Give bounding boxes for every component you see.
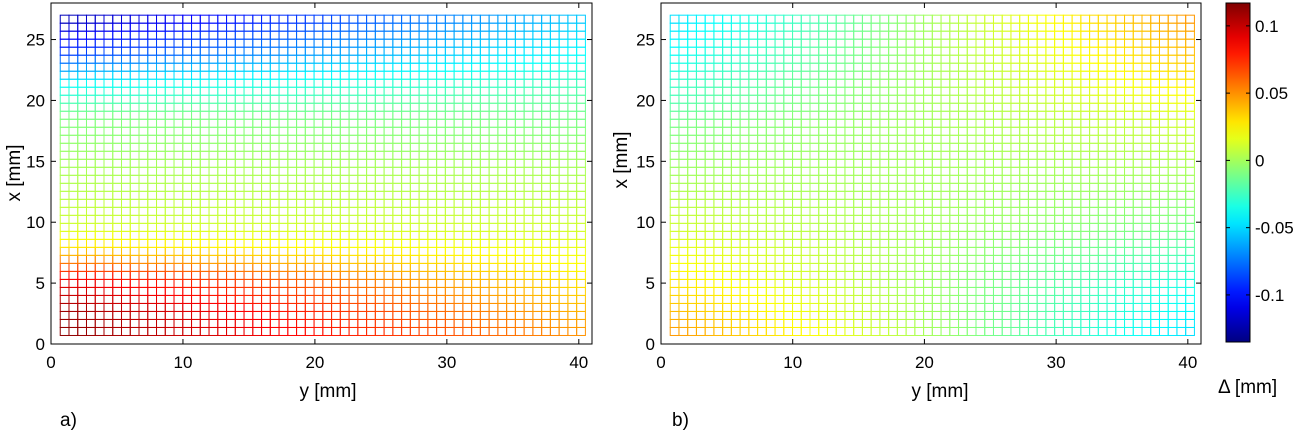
y-tick-label: 25: [636, 31, 655, 50]
y-tick-label: 5: [646, 274, 655, 293]
x-axis-label-b: y [mm]: [912, 381, 969, 402]
colorbar-frame: [1225, 2, 1251, 343]
colorbar-label: Δ [mm]: [1218, 377, 1277, 398]
y-tick-label: 10: [636, 213, 655, 232]
grid-cell: [576, 14, 586, 24]
colorbar-gradient: [1226, 3, 1250, 342]
y-tick-label: 0: [36, 335, 45, 354]
y-tick-label: 5: [36, 274, 45, 293]
heatmap-grid-b: [669, 14, 1195, 336]
colorbar-tick-label: 0.05: [1255, 84, 1288, 103]
y-tick-label: 25: [26, 31, 45, 50]
x-tick-label: 10: [173, 353, 192, 372]
x-ticks-b: 0 10 20 30 40: [656, 3, 1197, 372]
x-tick-label: 10: [783, 353, 802, 372]
y-axis-label-a: x [mm]: [4, 145, 25, 202]
colorbar-tick-label: 0: [1255, 151, 1264, 170]
x-axis-label-a: y [mm]: [300, 381, 357, 402]
y-tick-label: 0: [646, 335, 655, 354]
y-tick-label: 15: [636, 152, 655, 171]
x-tick-label: 0: [656, 353, 665, 372]
y-tick-label: 20: [636, 91, 655, 110]
y-ticks-a: 0 5 10 15 20 25: [26, 31, 592, 354]
colorbar: -0.1 -0.05 0 0.05 0.1 Δ [mm]: [1218, 2, 1294, 398]
colorbar-tick-label: -0.1: [1255, 286, 1284, 305]
axes-frame-a: [50, 2, 593, 345]
x-tick-label: 20: [305, 353, 324, 372]
x-tick-label: 30: [437, 353, 456, 372]
panel-a: 0 10 20 30 40 0 5 10 15 20 25 y [mm] x [mm] a): [4, 2, 593, 431]
y-tick-label: 15: [26, 152, 45, 171]
x-tick-label: 30: [1047, 353, 1066, 372]
x-tick-label: 0: [46, 353, 55, 372]
x-ticks-a: 0 10 20 30 40: [46, 3, 588, 372]
y-tick-label: 10: [26, 213, 45, 232]
plot-area-a: [51, 3, 592, 344]
plot-area-b: [661, 3, 1201, 344]
axes-frame-b: [660, 2, 1202, 345]
panel-label-a: a): [60, 410, 77, 431]
grid-cell: [1185, 14, 1195, 24]
y-tick-label: 20: [26, 91, 45, 110]
colorbar-tick-label: 0.1: [1255, 17, 1279, 36]
y-axis-label-b: x [mm]: [611, 132, 632, 189]
x-tick-label: 20: [915, 353, 934, 372]
x-tick-label: 40: [1178, 353, 1197, 372]
panel-b: 0 10 20 30 40 0 5 10 15 20 25 y [mm] x [mm] b): [611, 2, 1202, 431]
panel-label-b: b): [672, 410, 689, 431]
heatmap-grid-a: [59, 14, 586, 336]
x-tick-label: 40: [569, 353, 588, 372]
colorbar-tick-label: -0.05: [1255, 219, 1294, 238]
y-ticks-b: 0 5 10 15 20 25: [636, 31, 1201, 354]
colorbar-ticks: -0.1 -0.05 0 0.05 0.1: [1226, 17, 1294, 305]
